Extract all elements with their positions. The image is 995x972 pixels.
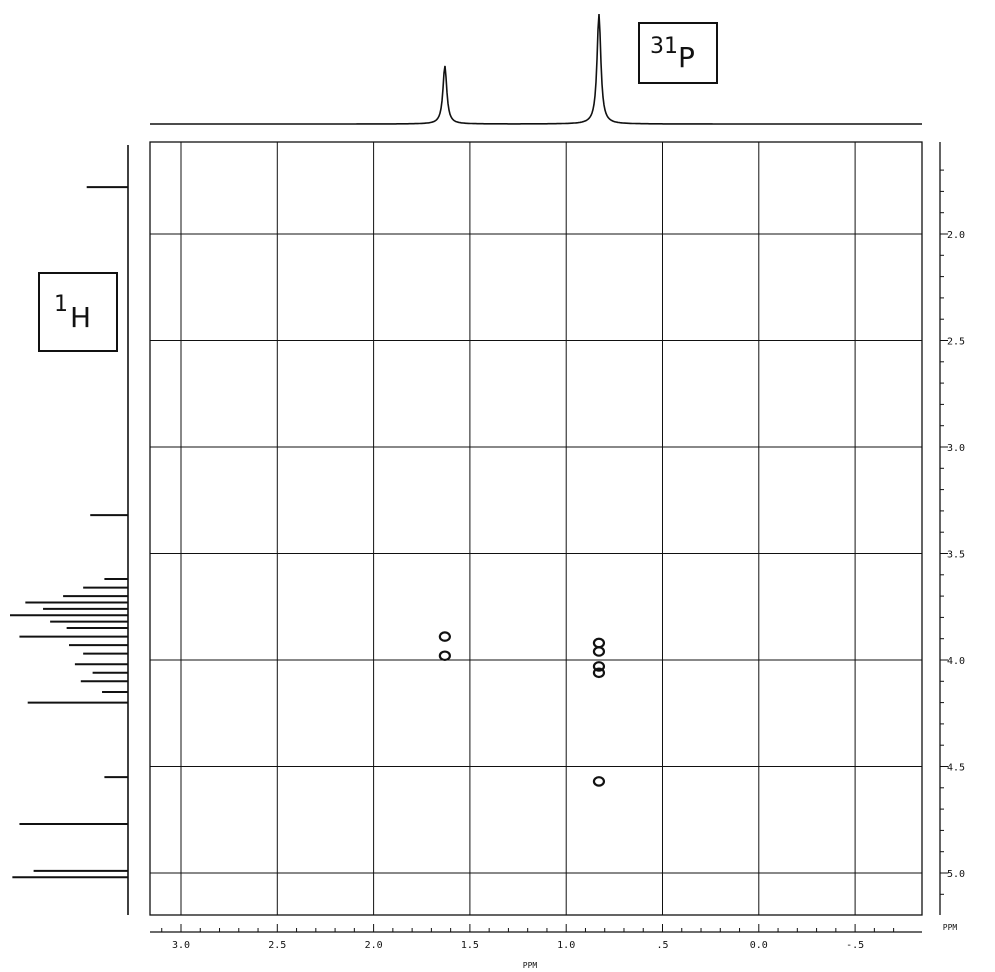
right-axis [939, 142, 948, 915]
cross-peak [592, 637, 606, 649]
y-tick-labels: 2.0 2.5 3.0 3.5 4.0 4.5 5.0 [947, 230, 965, 880]
top-projection-31p-spectrum [150, 14, 922, 125]
y-tick-label: 3.5 [947, 550, 965, 561]
bottom-axis [150, 924, 922, 933]
cross-peak [592, 776, 606, 787]
cross-peaks [438, 631, 606, 787]
x-tick-label: -.5 [846, 940, 864, 951]
y-nucleus-label-box: 1 H [38, 272, 118, 352]
cross-peak [592, 646, 606, 657]
x-tick-label: 3.0 [172, 940, 190, 951]
x-nucleus-mass-number: 31 [650, 34, 678, 59]
y-axis-label: PPM [943, 923, 958, 932]
x-tick-label: 0.0 [750, 940, 768, 951]
x-tick-label: 1.0 [557, 940, 575, 951]
x-axis-label: PPM [523, 961, 538, 970]
grid-lines [150, 142, 922, 915]
y-nucleus-mass-number: 1 [54, 292, 68, 317]
left-projection-1h-spectrum [10, 186, 128, 879]
x-nucleus-symbol: P [678, 41, 695, 74]
cross-peak [592, 661, 606, 672]
cross-peak [592, 667, 606, 679]
x-tick-label: 2.0 [365, 940, 383, 951]
y-tick-label: 2.0 [947, 230, 965, 241]
x-tick-label: 1.5 [461, 940, 479, 951]
x-tick-label: .5 [656, 940, 668, 951]
y-tick-label: 4.5 [947, 763, 965, 774]
plot-frame [149, 141, 923, 916]
y-tick-label: 3.0 [947, 443, 965, 454]
y-nucleus-symbol: H [70, 301, 92, 334]
x-nucleus-label-box: 31 P [638, 22, 718, 84]
y-tick-label: 5.0 [947, 869, 965, 880]
x-tick-label: 2.5 [268, 940, 286, 951]
x-tick-labels: 3.0 2.5 2.0 1.5 1.0 .5 0.0 -.5 [172, 940, 864, 951]
cross-peak [438, 631, 451, 642]
cross-peak [438, 650, 451, 662]
y-tick-label: 4.0 [947, 656, 965, 667]
y-tick-label: 2.5 [947, 337, 965, 348]
